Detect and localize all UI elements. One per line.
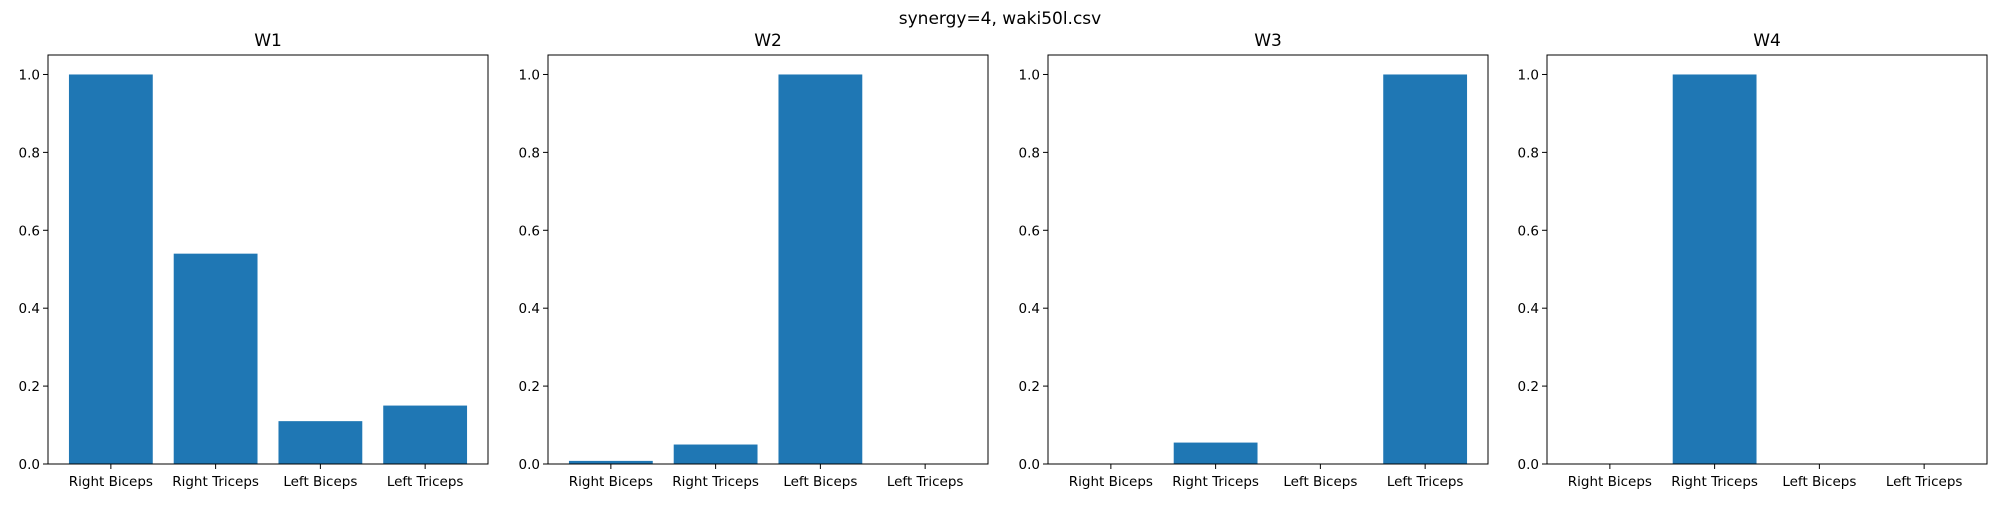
panel-2-ytick-label-1: 0.0 xyxy=(519,457,540,473)
panel-4-xtick-label-3: Left Biceps xyxy=(1782,474,1856,490)
panel-3-ytick-label-4: 0.6 xyxy=(1019,223,1040,239)
panel-1-ytick-label-2: 0.2 xyxy=(19,379,40,395)
panel-2-xtick-label-4: Left Triceps xyxy=(887,474,964,490)
panel-3-xtick-label-4: Left Triceps xyxy=(1387,474,1464,490)
panel-4-xtick-label-1: Right Biceps xyxy=(1568,474,1652,490)
panel-2-bar-1 xyxy=(568,460,653,464)
panel-3-xtick-label-3: Left Biceps xyxy=(1283,474,1357,490)
panel-4-ytick-label-5: 0.8 xyxy=(1518,145,1539,161)
panel-4-xtick-label-2: Right Triceps xyxy=(1671,474,1758,490)
panel-3-bar-4 xyxy=(1383,74,1468,464)
panel-1-bar-3 xyxy=(278,421,363,464)
panel-4-xtick-label-4: Left Triceps xyxy=(1886,474,1963,490)
panel-2-xtick-label-2: Right Triceps xyxy=(672,474,759,490)
panel-3-ytick-label-3: 0.4 xyxy=(1019,301,1040,317)
panel-4-ytick-label-6: 1.0 xyxy=(1518,67,1539,83)
panel-2-ytick-label-4: 0.6 xyxy=(519,223,540,239)
panel-3-ytick-label-2: 0.2 xyxy=(1019,379,1040,395)
panel-1-xtick-label-2: Right Triceps xyxy=(172,474,259,490)
panel-1-bar-1 xyxy=(68,74,153,464)
panel-4-ytick-label-4: 0.6 xyxy=(1518,223,1539,239)
panel-3-xtick-label-1: Right Biceps xyxy=(1069,474,1153,490)
panel-2-xtick-label-1: Right Biceps xyxy=(569,474,653,490)
panel-2-title: W2 xyxy=(754,31,782,51)
panel-4-ytick-label-2: 0.2 xyxy=(1518,379,1539,395)
panel-1-title: W1 xyxy=(254,31,282,51)
panel-4-ytick-label-1: 0.0 xyxy=(1518,457,1539,473)
panel-1-ytick-label-6: 1.0 xyxy=(19,67,40,83)
panel-3-ytick-label-5: 0.8 xyxy=(1019,145,1040,161)
panel-1-ytick-label-3: 0.4 xyxy=(19,301,40,317)
panel-1-xtick-label-4: Left Triceps xyxy=(387,474,464,490)
panel-1-bar-2 xyxy=(173,253,258,464)
panel-2-ytick-label-6: 1.0 xyxy=(519,67,540,83)
panel-4-bar-2 xyxy=(1672,74,1757,464)
panel-2-ytick-label-5: 0.8 xyxy=(519,145,540,161)
panel-1-xtick-label-3: Left Biceps xyxy=(283,474,357,490)
panel-2-bar-3 xyxy=(778,74,863,464)
panel-1-bar-4 xyxy=(383,405,468,464)
panel-3-ytick-label-1: 0.0 xyxy=(1019,457,1040,473)
panel-1-xtick-label-1: Right Biceps xyxy=(69,474,153,490)
panel-2-ytick-label-3: 0.4 xyxy=(519,301,540,317)
panel-4-title: W4 xyxy=(1753,31,1781,51)
panel-2-frame xyxy=(547,54,989,465)
panel-2-xtick-label-3: Left Biceps xyxy=(783,474,857,490)
panel-3-xtick-label-2: Right Triceps xyxy=(1172,474,1259,490)
panel-3-title: W3 xyxy=(1254,31,1282,51)
panel-4-ytick-label-3: 0.4 xyxy=(1518,301,1539,317)
panel-3-frame xyxy=(1047,54,1489,465)
panel-4-frame xyxy=(1546,54,1988,465)
panel-2-ytick-label-2: 0.2 xyxy=(519,379,540,395)
figure-suptitle: synergy=4, waki50l.csv xyxy=(899,9,1101,29)
panel-1-ytick-label-5: 0.8 xyxy=(19,145,40,161)
panel-1-frame xyxy=(47,54,489,465)
panel-2-bar-2 xyxy=(673,444,758,464)
panel-3-ytick-label-6: 1.0 xyxy=(1019,67,1040,83)
panel-1-ytick-label-1: 0.0 xyxy=(19,457,40,473)
panel-3-bar-2 xyxy=(1173,442,1258,464)
panel-1-ytick-label-4: 0.6 xyxy=(19,223,40,239)
